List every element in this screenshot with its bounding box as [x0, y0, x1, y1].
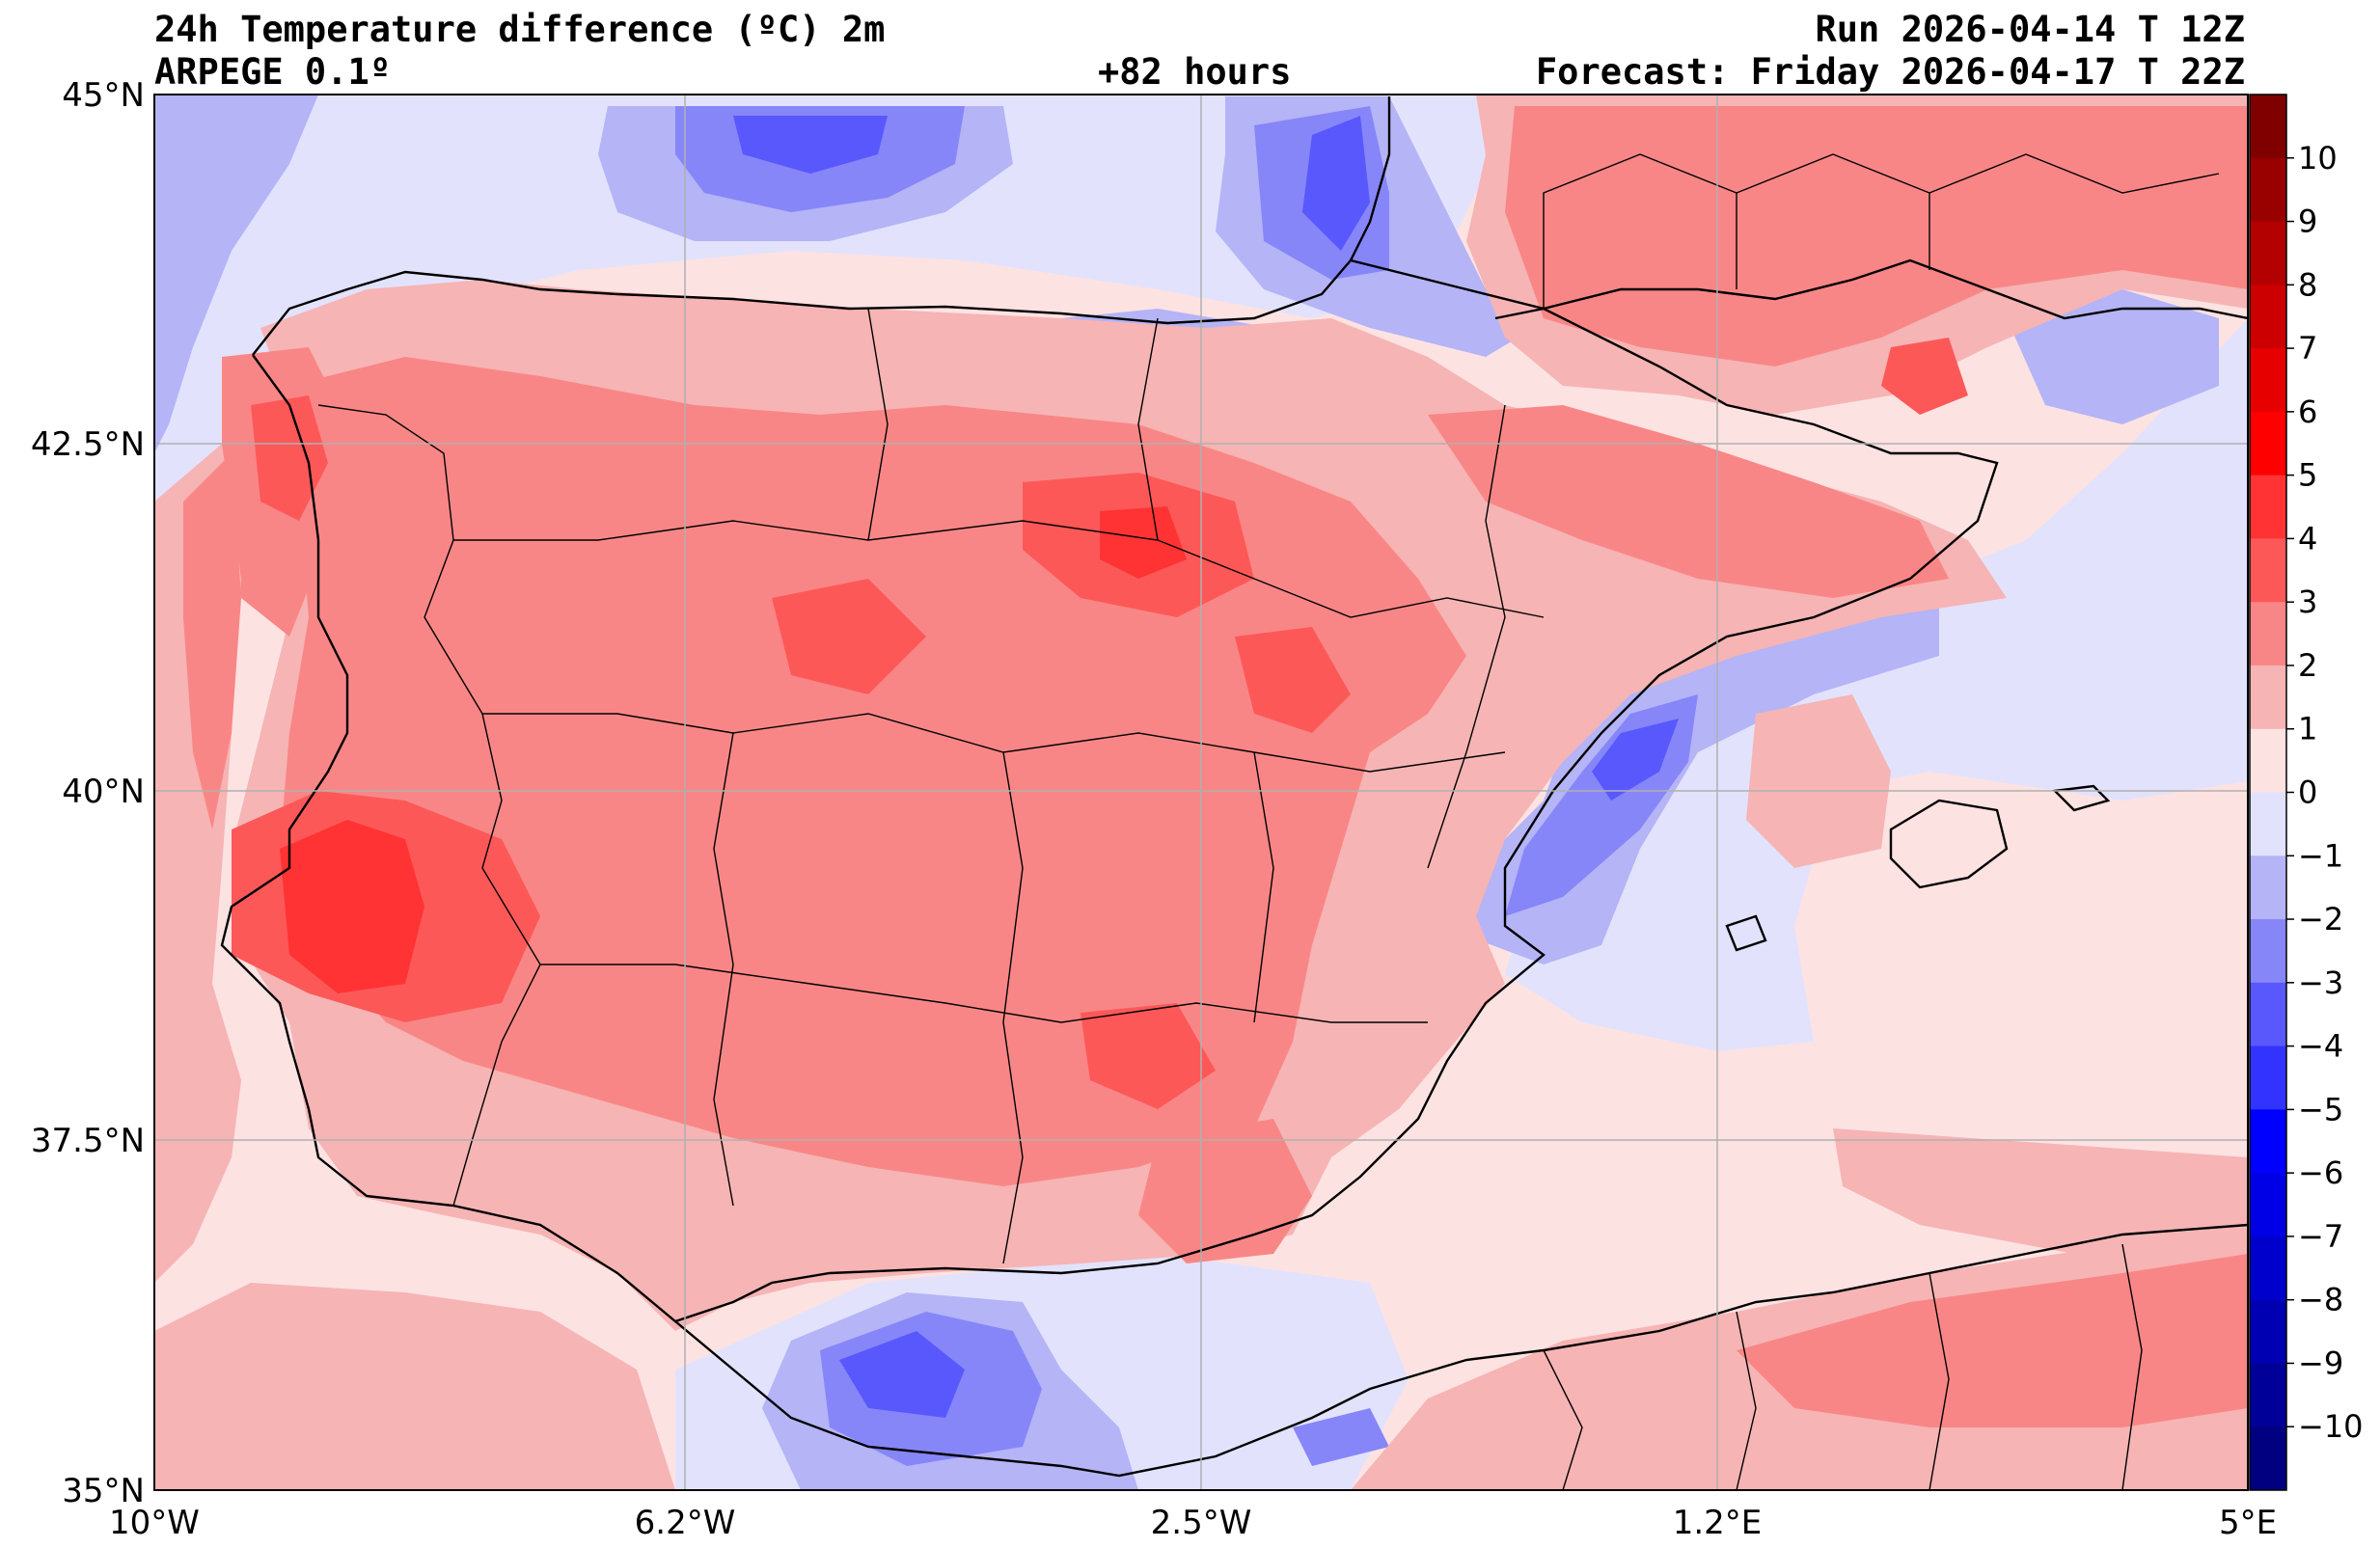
colorbar-swatch — [2250, 1426, 2286, 1491]
colorbar-swatch — [2250, 348, 2286, 413]
warm-zone-france — [1505, 106, 2248, 367]
cold-patch-alboran-east — [1293, 1408, 1389, 1466]
colorbar-swatch — [2250, 855, 2286, 920]
land-morocco-west — [154, 1283, 675, 1490]
colorbar-label: −8 — [2298, 1282, 2343, 1318]
coastline-iberia — [220, 258, 1999, 1323]
colorbar-label: 8 — [2298, 266, 2317, 303]
lead-time: +82 hours — [1098, 51, 1292, 93]
lat-label-42-5n: 42.5°N — [31, 425, 145, 464]
colorbar-swatch — [2250, 919, 2286, 984]
colorbar-swatch — [2250, 1299, 2286, 1364]
colorbar-swatch — [2250, 1173, 2286, 1237]
colorbar-label: 10 — [2298, 140, 2338, 177]
colorbar-label: −3 — [2298, 964, 2343, 1001]
forecast-time: Forecast: Friday 2026-04-17 T 22Z — [1535, 51, 2245, 93]
colorbar-swatch — [2250, 1363, 2286, 1427]
run-time: Run 2026-04-14 T 12Z — [1815, 9, 2245, 50]
cold-patch-aquitaine-center — [1302, 116, 1370, 251]
hot-core-duero-center — [1100, 506, 1187, 579]
hot-zone-la-mancha — [1081, 1003, 1216, 1109]
colorbar-label: 2 — [2298, 647, 2317, 684]
colorbar-label: −5 — [2298, 1091, 2343, 1127]
colorbar-label: 9 — [2298, 204, 2317, 240]
coastline-ibiza — [1725, 914, 1767, 952]
colorbar-label: 6 — [2298, 394, 2317, 430]
colorbar-swatch — [2250, 665, 2286, 730]
colorbar-swatch — [2250, 602, 2286, 666]
lat-label-45n: 45°N — [62, 76, 145, 115]
lon-label-6-2w: 6.2°W — [635, 1504, 736, 1542]
colorbar-label: −1 — [2298, 837, 2343, 874]
lon-label-1-2e: 1.2°E — [1673, 1504, 1763, 1542]
colorbar-label: 4 — [2298, 520, 2317, 557]
model-name: ARPEGE 0.1º — [154, 51, 392, 93]
lat-label-37-5n: 37.5°N — [31, 1122, 145, 1160]
cold-core-valencia — [1592, 719, 1679, 801]
hot-zone-center — [772, 579, 926, 694]
colorbar-swatch — [2250, 728, 2286, 793]
border-regions-1 — [453, 520, 1545, 618]
warm-band-portugal-offshore — [183, 453, 241, 829]
warm-zone-south — [1138, 1119, 1312, 1263]
lat-label-35n: 35°N — [62, 1472, 145, 1510]
colorbar-swatch — [2250, 792, 2286, 856]
colorbar-swatch — [2250, 538, 2286, 603]
colorbar-label: 7 — [2298, 330, 2317, 367]
cold-patch-biscay-center — [733, 116, 888, 174]
colorbar-label: −9 — [2298, 1344, 2343, 1381]
colorbar-label: −4 — [2298, 1028, 2343, 1065]
chart-title: 24h Temperature difference (ºC) 2m — [154, 9, 886, 50]
border-north-africa — [1543, 1243, 2143, 1490]
coastline-france — [1349, 96, 2248, 320]
colorbar-swatch — [2250, 982, 2286, 1047]
warm-patch-sea-2 — [1833, 1128, 2248, 1263]
colorbar-label: −10 — [2298, 1408, 2364, 1445]
colorbar-swatch — [2250, 411, 2286, 476]
cold-patch-gulf-of-lion — [2007, 289, 2219, 424]
warm-patch-sea-1 — [1746, 694, 1891, 868]
lon-label-5e: 5°E — [2219, 1504, 2277, 1542]
cool-zone-mediterranean — [1505, 318, 2248, 1051]
colorbar-swatch — [2250, 157, 2286, 223]
hot-patch-france — [1881, 338, 1968, 415]
colorbar-label: 0 — [2298, 774, 2317, 811]
colorbar-label: 1 — [2298, 711, 2317, 747]
border-france — [1543, 153, 2220, 309]
colorbar-swatch — [2250, 475, 2286, 539]
border-portugal-spain — [317, 404, 541, 1207]
warm-zone-northeast — [1428, 405, 1949, 598]
colorbar-label: −2 — [2298, 901, 2343, 937]
lon-label-10w: 10°W — [109, 1504, 200, 1542]
lat-axis: 45°N 42.5°N 40°N 37.5°N 35°N — [31, 76, 145, 1510]
coastline-menorca — [2052, 784, 2111, 812]
colorbar-swatch — [2250, 1236, 2286, 1301]
lon-axis: 10°W 6.2°W 2.5°W 1.2°E 5°E — [109, 1504, 2277, 1542]
border-regions-3 — [540, 964, 1428, 1023]
colorbar-label: 3 — [2298, 584, 2317, 620]
warm-zone-north-africa — [1737, 1254, 2248, 1427]
hot-zone-aragon — [1235, 627, 1351, 733]
lon-label-2-5w: 2.5°W — [1151, 1504, 1252, 1542]
colorbar-label: −7 — [2298, 1218, 2343, 1255]
colorbar-swatch — [2250, 1046, 2286, 1110]
colorbar-swatch — [2250, 285, 2286, 349]
colorbar-label: −6 — [2298, 1154, 2343, 1191]
colorbar-swatch — [2250, 95, 2286, 159]
hot-core-tagus — [280, 820, 424, 993]
lat-label-40n: 40°N — [62, 773, 145, 811]
colorbar-label: 5 — [2298, 457, 2317, 494]
map-frame — [153, 94, 2249, 1491]
hot-core-galicia — [251, 395, 328, 521]
cool-band-atlantic-2 — [154, 95, 318, 453]
coastline-mallorca — [1889, 799, 2009, 889]
colorbar-swatch — [2250, 221, 2286, 285]
colorbar-swatch — [2250, 1109, 2286, 1174]
cold-core-alboran — [839, 1331, 965, 1418]
gridlines — [154, 95, 2248, 1490]
